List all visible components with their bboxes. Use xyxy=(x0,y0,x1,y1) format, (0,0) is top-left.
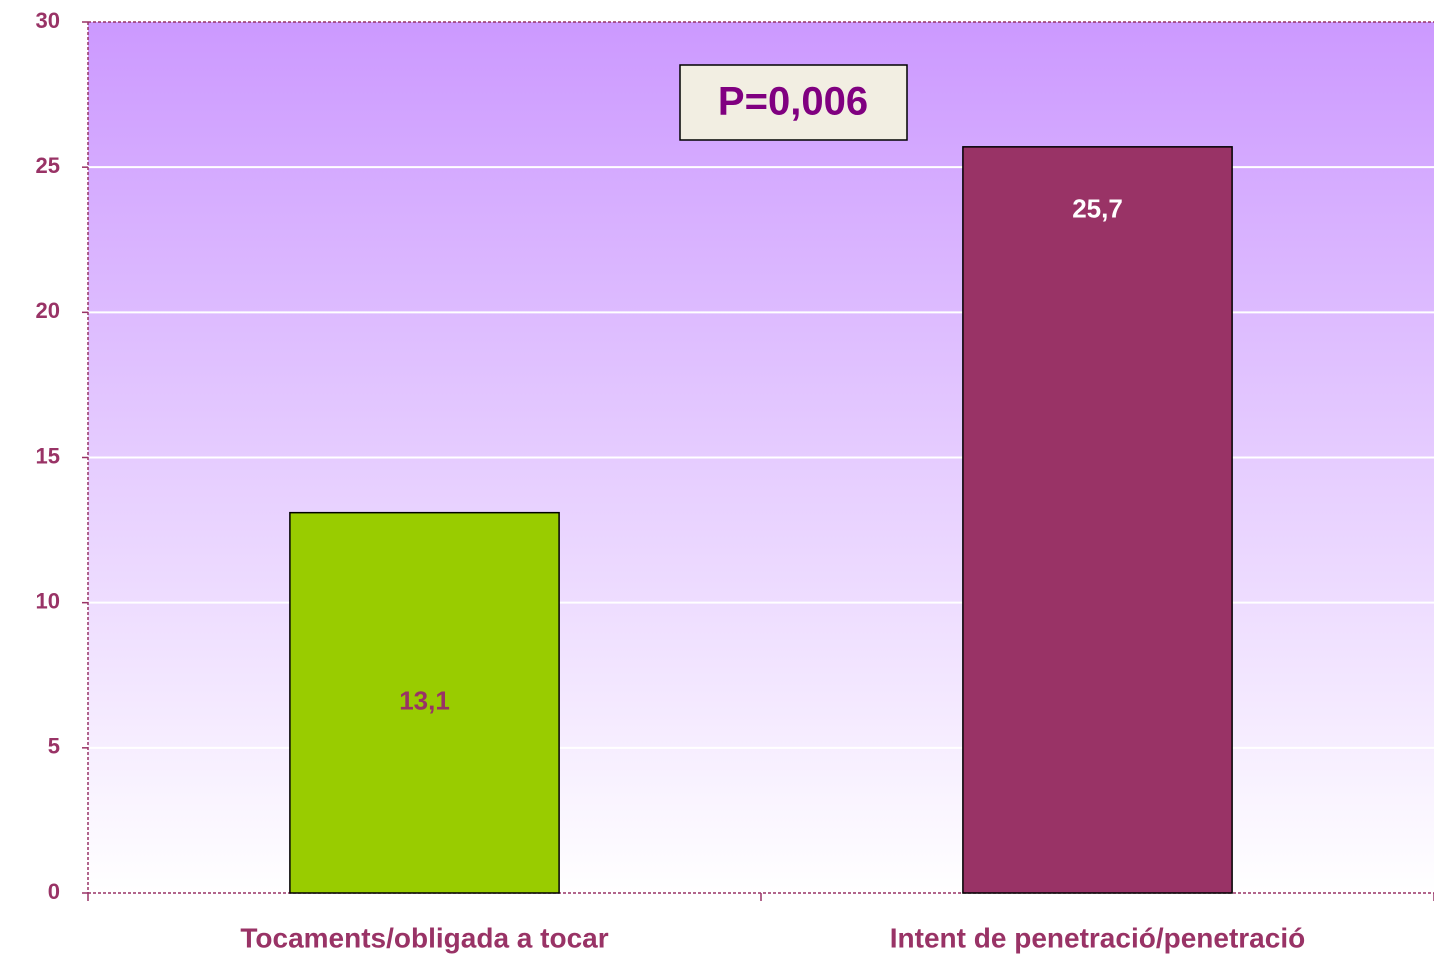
y-tick-label: 5 xyxy=(48,734,60,759)
x-tick-label: Tocaments/obligada a tocar xyxy=(240,922,608,953)
y-tick-label: 30 xyxy=(36,8,60,33)
x-tick-label: Intent de penetració/penetració xyxy=(890,922,1305,953)
bar xyxy=(289,511,560,894)
y-tick-label: 0 xyxy=(48,879,60,904)
y-tick-label: 25 xyxy=(36,153,60,178)
annotation-box xyxy=(679,64,908,141)
value-label: 13,1 xyxy=(399,686,450,716)
bar xyxy=(962,146,1233,894)
y-tick-label: 20 xyxy=(36,298,60,323)
y-tick-label: 15 xyxy=(36,443,60,468)
y-tick-label: 10 xyxy=(36,588,60,613)
value-label: 25,7 xyxy=(1072,194,1123,224)
annotation: P=0,006 xyxy=(718,80,868,124)
